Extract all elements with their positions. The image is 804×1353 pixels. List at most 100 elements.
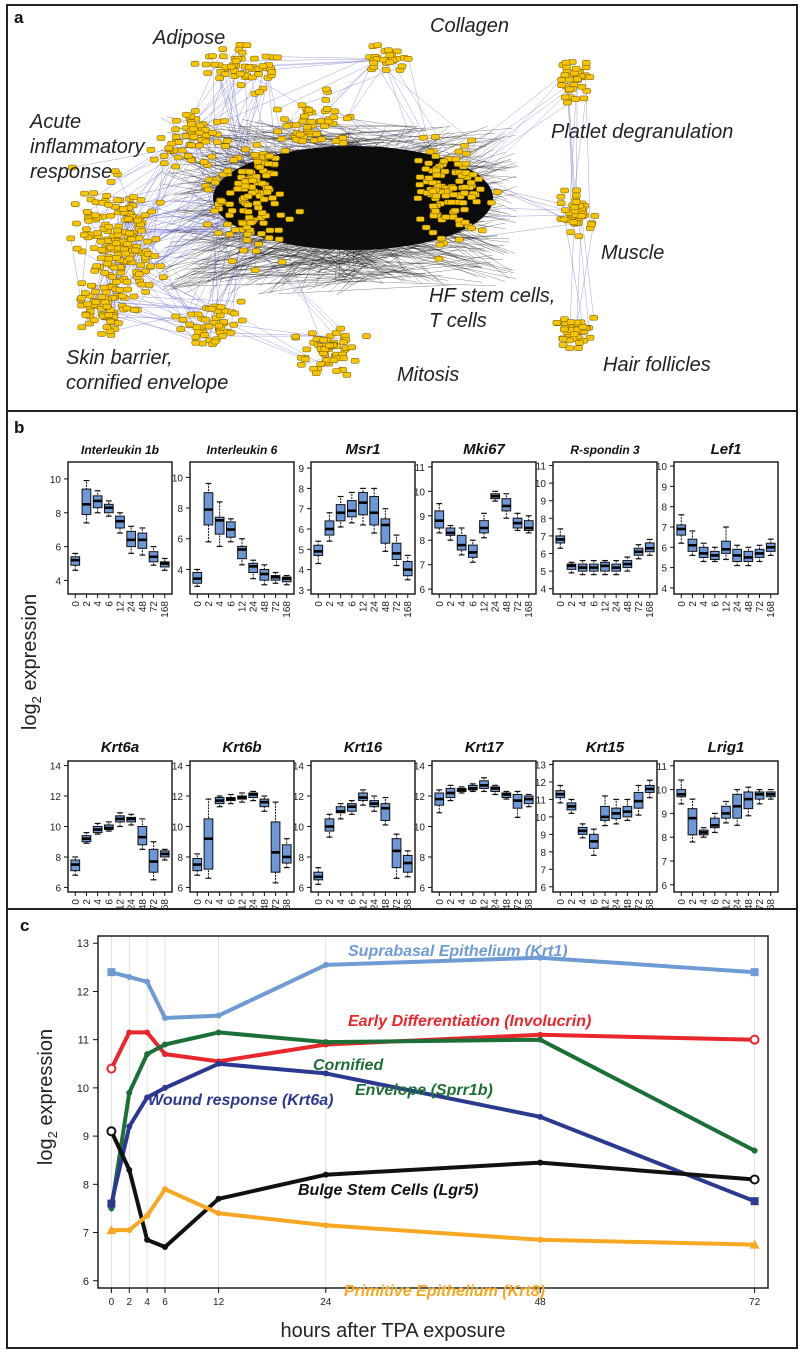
network-node: [238, 220, 247, 227]
x-tick-label: 6: [589, 899, 600, 905]
network-node: [203, 70, 212, 76]
network-node: [68, 164, 77, 171]
series-line: [109, 1061, 756, 1205]
boxplot-frame: [552, 760, 658, 893]
network-node: [215, 75, 224, 81]
network-node: [237, 168, 247, 175]
network-node: [259, 220, 268, 226]
network-node: [339, 339, 348, 346]
network-node: [563, 99, 572, 106]
network-graph: Adipose Collagen Platlet degranulation A…: [29, 15, 733, 394]
network-node: [204, 323, 214, 330]
panel-c: c log2 expression hours after TPA exposu…: [6, 908, 798, 1349]
network-node: [125, 255, 135, 262]
x-tick-label: 6: [104, 899, 115, 905]
network-node: [250, 55, 259, 62]
x-tick-label: 72: [271, 601, 282, 613]
network-node: [581, 64, 591, 71]
network-node: [97, 247, 107, 253]
network-node: [171, 313, 180, 320]
y-tick-label: 14: [414, 762, 426, 773]
network-node: [177, 147, 187, 154]
network-node: [342, 115, 352, 122]
network-node: [80, 290, 90, 296]
network-node: [210, 338, 220, 345]
network-node: [298, 138, 307, 144]
network-node: [329, 114, 339, 120]
data-point: [162, 1186, 168, 1193]
network-node: [103, 260, 112, 267]
network-node: [277, 136, 287, 142]
x-tick-label: 6: [347, 601, 358, 607]
boxplot-title: Interleukin 6: [207, 443, 278, 457]
network-node: [291, 122, 301, 128]
data-point: [537, 954, 544, 961]
y-tick-label: 11: [415, 463, 426, 474]
y-tick-label: 6: [55, 883, 61, 894]
data-point: [126, 1089, 133, 1096]
x-tick-label: 6: [710, 899, 721, 905]
x-tick-label: 24: [127, 899, 138, 908]
network-node: [218, 333, 227, 339]
cluster-label-muscle: Muscle: [601, 242, 664, 264]
network-node: [415, 181, 424, 188]
y-tick-label: 10: [50, 475, 62, 486]
x-tick-label: 24: [320, 1297, 332, 1308]
y-tick-label: 12: [293, 792, 305, 803]
network-node: [192, 324, 202, 331]
x-tick-label: 48: [744, 601, 755, 613]
network-node: [460, 190, 469, 196]
network-node: [460, 142, 469, 149]
network-node: [268, 195, 277, 201]
network-node: [560, 72, 570, 78]
network-node: [216, 304, 226, 310]
network-node: [111, 240, 121, 247]
network-node: [332, 368, 341, 374]
network-node: [570, 70, 579, 77]
network-node: [213, 119, 222, 125]
series-label: Bulge Stem Cells (Lgr5): [298, 1182, 478, 1199]
data-point: [107, 968, 116, 977]
box: [523, 520, 534, 531]
network-node: [112, 255, 121, 261]
network-node: [369, 59, 378, 66]
y-tick-label: 8: [661, 503, 667, 514]
box: [137, 826, 148, 846]
network-node: [237, 49, 247, 56]
x-tick-label: 168: [766, 899, 777, 908]
network-node: [385, 59, 394, 66]
data-point: [751, 1147, 758, 1154]
network-node: [96, 255, 106, 262]
x-tick-label: 6: [226, 899, 237, 905]
network-node: [429, 213, 438, 219]
network-node: [476, 186, 485, 192]
network-node: [254, 204, 263, 211]
data-point: [126, 973, 133, 980]
network-node: [106, 179, 116, 185]
y-tick-label: 6: [419, 883, 425, 894]
network-node: [331, 330, 341, 336]
network-node: [302, 124, 312, 130]
data-point: [144, 978, 151, 985]
y-tick-label: 5: [540, 567, 546, 578]
x-tick-label: 12: [601, 601, 612, 613]
network-node: [416, 216, 425, 222]
y-tick-label: 9: [83, 1131, 89, 1143]
y-tick-label: 6: [177, 883, 183, 894]
boxplot-title: R-spondin 3: [570, 443, 640, 457]
x-tick-label: 72: [513, 601, 524, 613]
series-label: Suprabasal Epithelium (Krt1): [348, 943, 568, 960]
y-tick-label: 7: [661, 523, 667, 534]
network-node: [149, 156, 159, 163]
y-tick-label: 6: [661, 881, 667, 892]
network-node: [189, 134, 199, 140]
data-point: [126, 1029, 133, 1036]
data-point: [126, 1123, 133, 1130]
network-node: [226, 63, 236, 70]
network-node: [87, 282, 96, 289]
y-tick-label: 10: [50, 823, 62, 834]
network-node: [97, 331, 106, 337]
network-node: [108, 274, 117, 280]
